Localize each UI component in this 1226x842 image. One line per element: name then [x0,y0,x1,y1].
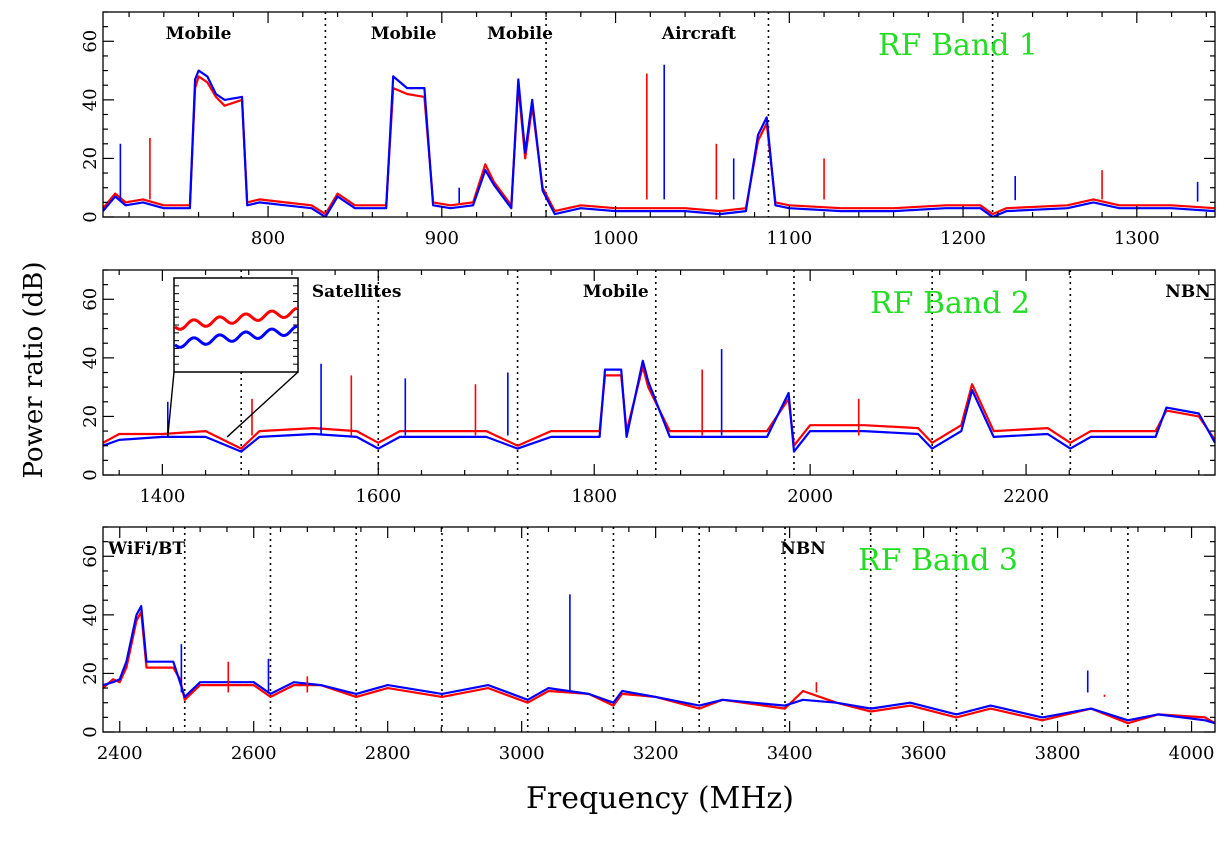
series-group [103,349,1215,453]
y-axis-label: Power ratio (dB) [19,261,49,478]
allocation-annotation: WiFi/BT [107,539,185,559]
x-tick-label: 1200 [940,228,986,249]
y-tick-label: 0 [80,469,101,480]
inset-leader-right [226,371,299,438]
zoom-inset [167,277,299,438]
allocation-annotation: NBN [780,539,825,559]
series-line-blue [103,69,1215,217]
axes-frame [102,11,1216,218]
y-tick-label: 40 [80,603,101,626]
allocation-annotation: Mobile [487,24,553,44]
x-tick-label: 3600 [901,743,947,764]
y-tick-label: 60 [80,288,101,311]
allocation-annotation: Mobile [371,24,437,44]
inset-frame [173,277,299,373]
series-line-red [103,610,1215,725]
x-tick-label: 4000 [1169,743,1215,764]
x-tick-label: 1600 [355,486,401,507]
x-tick-label: 900 [425,228,459,249]
x-tick-label: 1100 [766,228,812,249]
series-line-red [103,75,1215,216]
panel-1: 800 900 1000 1100 1200 1300 0 20 40 60 Mobile Mobil… [80,11,1216,249]
y-tick-label: 40 [80,346,101,369]
inset-series-blue [174,324,298,349]
series-line-blue [103,604,1215,725]
x-tick-label: 2200 [1003,486,1049,507]
x-tick-label: 1000 [593,228,639,249]
y-tick-label: 40 [80,88,101,111]
x-tick-label: 1300 [1114,228,1160,249]
x-tick-label: 800 [251,228,285,249]
y-tick-label: 0 [80,726,101,737]
x-tick-label: 1400 [139,486,185,507]
x-tick-label: 2400 [97,743,143,764]
x-tick-label: 2000 [787,486,833,507]
band-label: RF Band 2 [870,286,1030,321]
x-tick-label: 3800 [1035,743,1081,764]
y-tick-label: 20 [80,662,101,685]
panels: 800 900 1000 1100 1200 1300 0 20 40 60 Mobile Mobil… [80,11,1216,764]
band-label: RF Band 3 [858,543,1018,578]
y-tick-label: 60 [80,30,101,53]
series-group [103,594,1215,725]
y-tick-label: 20 [80,405,101,428]
allocation-annotation: Mobile [166,24,232,44]
allocation-annotation: Satellites [312,282,402,302]
x-tick-label: 2600 [231,743,277,764]
x-axis-label: Frequency (MHz) [526,781,794,816]
series-group [103,64,1215,217]
x-tick-label: 3000 [499,743,545,764]
panel-2: 1400 1600 1800 2000 2200 0 20 40 60 Satellites Mob… [80,269,1216,507]
y-tick-label: 60 [80,545,101,568]
band-label: RF Band 1 [878,28,1038,63]
series-line-blue [103,359,1215,453]
x-tick-label: 3200 [633,743,679,764]
x-tick-label: 1800 [571,486,617,507]
x-tick-label: 3400 [767,743,813,764]
allocation-annotation: Aircraft [661,24,736,44]
allocation-annotation: NBN [1165,282,1210,302]
x-tick-label: 2800 [365,743,411,764]
y-tick-label: 20 [80,147,101,170]
inset-leader-left [167,371,175,437]
inset-series-red [174,306,298,331]
panel-3: 2400 2600 2800 3000 3200 3400 3600 3800 4000 0 20 4… [80,526,1216,764]
allocation-annotation: Mobile [583,282,649,302]
y-tick-label: 0 [80,211,101,222]
